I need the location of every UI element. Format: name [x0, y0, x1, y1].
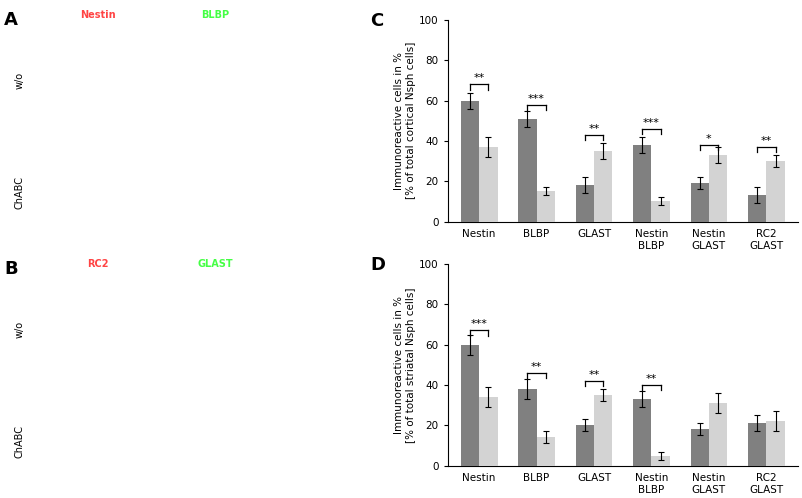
Bar — [479, 397, 497, 466]
Text: *: * — [706, 134, 711, 144]
Bar — [537, 437, 555, 466]
Text: w/o: w/o — [14, 321, 25, 338]
Text: ChABC: ChABC — [14, 425, 25, 458]
Text: D: D — [371, 256, 386, 274]
Text: C: C — [371, 12, 383, 30]
Text: A: A — [4, 11, 18, 29]
Text: **: ** — [473, 73, 484, 84]
Text: **: ** — [761, 136, 772, 146]
Text: **: ** — [531, 362, 542, 372]
Text: RC2: RC2 — [87, 259, 108, 269]
Text: **: ** — [589, 124, 600, 134]
Bar — [709, 155, 727, 222]
Bar — [594, 395, 613, 466]
Y-axis label: Immunoreactive cells in %
[% of total cortical Nsph cells]: Immunoreactive cells in % [% of total co… — [395, 42, 416, 200]
Bar — [537, 191, 555, 222]
Bar — [767, 421, 785, 466]
Bar — [460, 345, 479, 466]
Text: ***: *** — [471, 320, 488, 330]
Bar — [576, 425, 594, 466]
Bar — [651, 201, 670, 222]
Text: ChABC: ChABC — [14, 176, 25, 209]
Text: w/o: w/o — [14, 72, 25, 89]
Bar — [633, 145, 651, 222]
Text: **: ** — [646, 374, 657, 384]
Bar — [651, 456, 670, 466]
Bar — [633, 399, 651, 466]
Bar — [594, 151, 613, 222]
Text: ***: *** — [529, 94, 545, 104]
Bar — [691, 183, 709, 222]
Y-axis label: Immunoreactive cells in %
[% of total striatal Nsph cells]: Immunoreactive cells in % [% of total st… — [395, 287, 416, 443]
Text: GLAST: GLAST — [197, 259, 233, 269]
Bar — [748, 423, 767, 466]
Text: BLBP: BLBP — [201, 10, 229, 20]
Text: ***: *** — [643, 118, 660, 128]
Bar — [709, 403, 727, 466]
Bar — [767, 161, 785, 222]
Bar — [518, 389, 537, 466]
Bar — [691, 429, 709, 466]
Bar — [479, 147, 497, 222]
Bar — [576, 185, 594, 222]
Bar — [518, 119, 537, 222]
Bar — [460, 101, 479, 222]
Text: Nestin: Nestin — [80, 10, 115, 20]
Text: B: B — [4, 260, 18, 278]
Text: **: ** — [589, 370, 600, 380]
Text: Merged: Merged — [312, 10, 354, 20]
Bar — [748, 195, 767, 222]
Text: Merged: Merged — [312, 259, 354, 269]
